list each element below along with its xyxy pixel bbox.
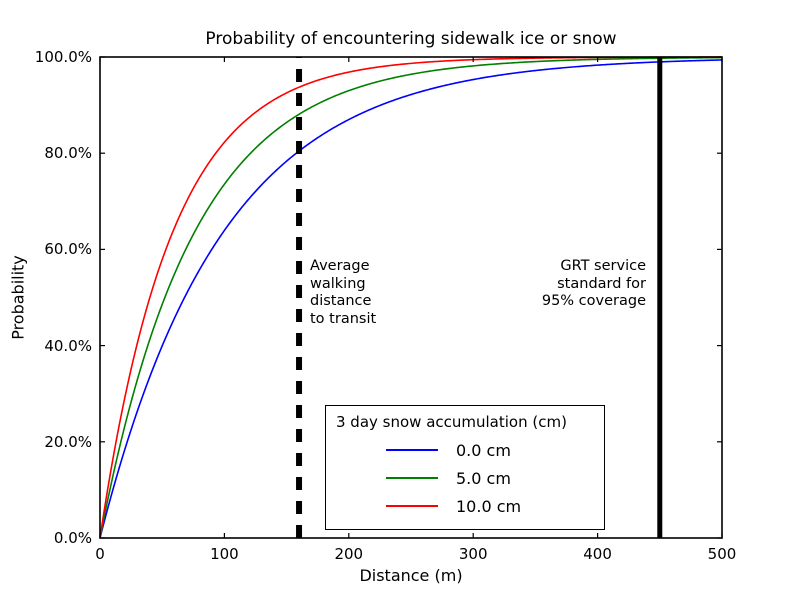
- legend-item[interactable]: 5.0 cm: [336, 464, 594, 492]
- x-tick-label: 200: [334, 545, 364, 563]
- y-tick-label-text: 20.0%: [44, 432, 92, 451]
- y-tick-label: 0.0%: [0, 529, 92, 547]
- x-tick-label: 500: [707, 545, 737, 563]
- legend-item-label: 10.0 cm: [456, 496, 522, 516]
- x-tick-label: 100: [210, 545, 239, 563]
- y-tick-label: 80.0%: [0, 144, 92, 163]
- legend-item-label: 0.0 cm: [456, 440, 511, 460]
- x-tick-label: 400: [583, 545, 612, 563]
- y-tick-label: 20.0%: [0, 432, 92, 451]
- y-tick-label-text: 40.0%: [44, 336, 92, 355]
- annotation-average-walking-distance: Average walking distance to transit: [310, 258, 377, 327]
- y-tick-label-text: 100.0%: [34, 48, 92, 66]
- series-line-0-0-cm: [99, 59, 723, 539]
- series-line-5-0-cm: [99, 56, 723, 539]
- legend-entries: 0.0 cm 5.0 cm 10.0 cm: [336, 436, 594, 520]
- axes-frame: [99, 56, 723, 539]
- y-tick-label-text: 0.0%: [53, 529, 92, 547]
- legend-item[interactable]: 0.0 cm: [336, 436, 594, 464]
- y-tick-label: 40.0%: [0, 336, 92, 355]
- legend: 3 day snow accumulation (cm) 0.0 cm 5.0 c…: [325, 405, 605, 530]
- y-tick-label: 60.0%: [0, 240, 92, 259]
- y-tick-label-text: 60.0%: [44, 240, 92, 259]
- legend-item[interactable]: 10.0 cm: [336, 492, 594, 520]
- legend-item-label: 5.0 cm: [456, 468, 511, 488]
- legend-color-swatch: [386, 477, 438, 479]
- x-axis-label: Distance (m): [359, 566, 463, 585]
- legend-title: 3 day snow accumulation (cm): [336, 413, 567, 431]
- legend-color-swatch: [386, 505, 438, 507]
- legend-color-swatch: [386, 449, 438, 451]
- x-tick-label: 0: [95, 545, 105, 563]
- y-tick-label: 100.0%: [0, 48, 92, 66]
- reference-lines: [296, 57, 663, 538]
- chart-title: Probability of encountering sidewalk ice…: [205, 29, 617, 49]
- x-tick-label: 300: [458, 545, 488, 563]
- y-tick-label-text: 80.0%: [44, 144, 92, 163]
- annotation-grt-service-standard: GRT service standard for 95% coverage: [541, 258, 646, 309]
